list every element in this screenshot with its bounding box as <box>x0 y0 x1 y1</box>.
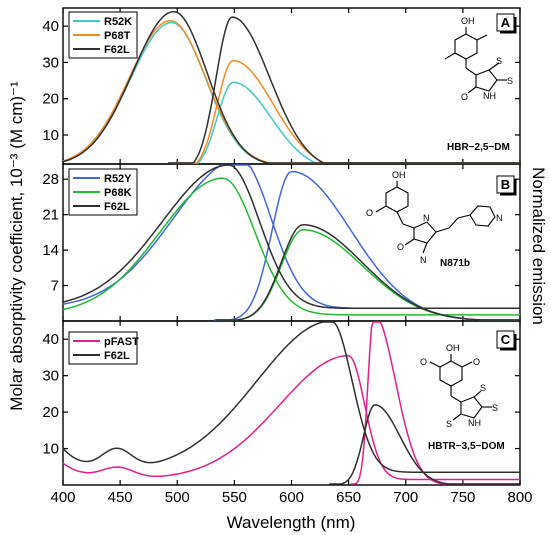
y-tick-label-b: 7 <box>51 278 59 295</box>
svg-text:B: B <box>501 177 510 192</box>
legend-c: pFAST F62L <box>68 331 139 365</box>
absorption-line-b-f62l <box>62 164 520 310</box>
molecule-c-atom-o1: O <box>420 357 427 367</box>
x-tick-label: 500 <box>165 489 190 506</box>
x-tick-label: 800 <box>507 489 532 506</box>
molecule-b-name: N871b <box>440 258 470 269</box>
y-tick-label-c: 10 <box>42 441 59 458</box>
molecule-a-atom-o: O <box>461 92 468 102</box>
x-tick-label: 650 <box>336 489 361 506</box>
tick-labels: 10 20 30 40 7 14 21 28 10 20 30 40 400 450 500 550 600 65… <box>42 18 532 506</box>
emission-line-a-f62l <box>168 16 520 164</box>
absorption-line-c-pfast <box>62 354 520 481</box>
y-tick-label-b: 14 <box>42 242 59 259</box>
y-tick-label-a: 10 <box>42 127 59 144</box>
molecule-b-atom-n3: N <box>496 213 503 223</box>
x-tick-label: 700 <box>393 489 418 506</box>
x-tick-label: 400 <box>50 489 75 506</box>
molecule-b-atom-oh: OH <box>392 170 406 180</box>
y-tick-label-a: 20 <box>42 91 59 108</box>
x-tick-label: 550 <box>222 489 247 506</box>
molecule-b-atom-n2: N <box>420 255 427 265</box>
y-tick-label-c: 30 <box>42 368 59 385</box>
molecule-a-atom-oh: OH <box>461 16 475 26</box>
y-tick-label-c: 40 <box>42 331 59 348</box>
y-tick-label-b: 28 <box>42 171 59 188</box>
molecule-c-atom-oh: OH <box>446 343 460 353</box>
y-tick-label-a: 40 <box>42 18 59 35</box>
molecule-c-atom-s2: S <box>492 403 498 413</box>
molecule-c-name: HBTR−3,5−DOM <box>428 441 505 452</box>
y-tick-label-b: 21 <box>42 207 59 224</box>
panel-letter-b: B <box>496 175 517 196</box>
molecule-a-atom-nh: NH <box>483 91 496 101</box>
x-tick-label: 750 <box>450 489 475 506</box>
molecule-structure-b <box>375 181 496 254</box>
x-tick-label: 600 <box>279 489 304 506</box>
molecule-a-name: HBR−2,5−DM <box>447 142 510 153</box>
y-axis-title: Molar absorptivity coefficient, 10⁻³ (M … <box>7 81 26 411</box>
legend-b-label-p68k: P68K <box>104 187 132 199</box>
legend-a-label-r52k: R52K <box>104 16 132 28</box>
molecule-c-atom-s3: S <box>446 419 452 429</box>
legend-b-label-f62l: F62L <box>104 201 130 213</box>
emission-line-b-f62l <box>216 224 520 321</box>
legend-c-label-pfast: pFAST <box>104 336 139 348</box>
molecule-c-atom-o2: O <box>473 357 480 367</box>
legend-a-label-p68t: P68T <box>104 30 131 42</box>
molecule-b-atom-o1: O <box>366 208 373 218</box>
molecule-b-atom-o2: O <box>397 242 404 252</box>
molecule-c-atom-s1: S <box>480 383 486 393</box>
molecule-structure-c <box>429 354 492 421</box>
molecule-b-atom-n1: N <box>423 213 430 223</box>
panel-letter-c: C <box>496 330 517 351</box>
molecule-c-atom-nh: NH <box>468 418 481 428</box>
svg-text:C: C <box>501 332 511 347</box>
legend-c-label-f62l: F62L <box>104 350 130 362</box>
molecule-a-atom-s1: S <box>496 56 502 66</box>
absorption-line-c-f62l <box>62 321 520 473</box>
legend-a-label-f62l: F62L <box>104 44 130 56</box>
legend-b: R52Y P68K F62L <box>68 168 138 216</box>
x-axis-title: Wavelength (nm) <box>227 513 356 532</box>
svg-text:A: A <box>501 15 511 30</box>
y-tick-label-a: 30 <box>42 54 59 71</box>
x-tick-label: 450 <box>108 489 133 506</box>
molecule-structure-a <box>444 27 507 94</box>
panel-letter-a: A <box>496 13 517 34</box>
y-axis-title-right: Normalized emission <box>529 167 548 325</box>
spectra-curves <box>62 10 520 485</box>
legend-a: R52K P68T F62L <box>68 11 138 59</box>
molecule-a-atom-s2: S <box>507 76 513 86</box>
axis-ticks <box>62 8 521 485</box>
legend-b-label-r52y: R52Y <box>104 173 132 185</box>
y-tick-label-c: 20 <box>42 404 59 421</box>
emission-line-c-f62l <box>329 404 520 485</box>
